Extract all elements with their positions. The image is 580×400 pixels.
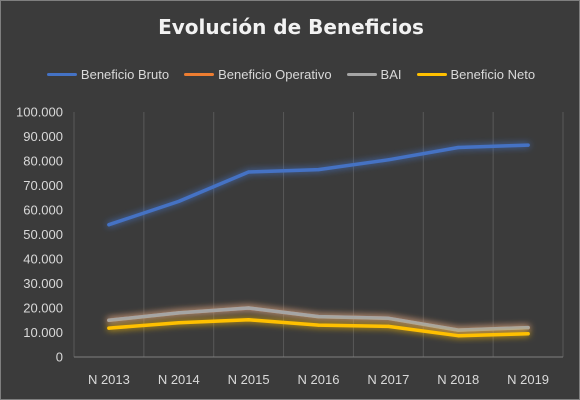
legend-item: Beneficio Operativo bbox=[184, 66, 332, 82]
legend-label: Beneficio Neto bbox=[450, 66, 536, 82]
data-point bbox=[526, 332, 530, 336]
data-point bbox=[177, 311, 181, 315]
legend-item: Beneficio Neto bbox=[416, 66, 536, 82]
data-point bbox=[316, 314, 321, 319]
x-tick-label: N 2016 bbox=[298, 372, 340, 387]
y-tick-label: 90.000 bbox=[23, 129, 63, 144]
y-tick-label: 20.000 bbox=[23, 301, 63, 316]
data-point bbox=[247, 306, 251, 310]
data-point bbox=[386, 316, 390, 320]
y-tick-label: 0 bbox=[56, 350, 63, 365]
y-tick-label: 30.000 bbox=[23, 276, 63, 291]
data-point bbox=[386, 158, 390, 162]
legend-swatch bbox=[346, 72, 377, 76]
legend-label: BAI bbox=[380, 66, 402, 82]
x-tick-label: N 2017 bbox=[367, 372, 409, 387]
y-tick-label: 10.000 bbox=[23, 325, 63, 340]
series-line bbox=[107, 318, 530, 338]
x-tick-label: N 2019 bbox=[507, 372, 549, 387]
x-tick-label: N 2015 bbox=[228, 372, 270, 387]
y-tick-label: 40.000 bbox=[23, 252, 63, 267]
y-tick-label: 70.000 bbox=[23, 178, 63, 193]
y-tick-label: 100.000 bbox=[16, 105, 63, 120]
y-tick-label: 50.000 bbox=[23, 227, 63, 242]
data-point bbox=[456, 334, 460, 338]
chart-title: Evolución de Beneficios bbox=[158, 15, 424, 39]
x-tick-label: N 2013 bbox=[88, 372, 130, 387]
data-point bbox=[316, 167, 321, 172]
data-point bbox=[107, 223, 111, 227]
y-tick-label: 80.000 bbox=[23, 154, 63, 169]
data-point bbox=[526, 326, 530, 330]
data-point bbox=[107, 318, 111, 322]
data-point bbox=[316, 323, 321, 327]
legend-swatch bbox=[184, 72, 215, 76]
data-point bbox=[177, 321, 181, 325]
legend-swatch bbox=[46, 72, 77, 76]
legend: Beneficio Bruto Beneficio Operativo BAI Ben… bbox=[1, 63, 579, 85]
data-point bbox=[177, 199, 181, 204]
data-point bbox=[526, 143, 530, 147]
legend-label: Beneficio Operativo bbox=[218, 66, 332, 82]
legend-item: BAI bbox=[346, 66, 402, 82]
legend-swatch bbox=[416, 72, 447, 76]
data-point bbox=[247, 318, 251, 322]
legend-item: Beneficio Bruto bbox=[46, 66, 170, 82]
data-point bbox=[107, 326, 111, 330]
x-tick-label: N 2014 bbox=[158, 372, 200, 387]
series-line bbox=[107, 143, 530, 227]
y-tick-label: 60.000 bbox=[23, 203, 63, 218]
legend-label: Beneficio Bruto bbox=[80, 66, 170, 82]
data-point bbox=[456, 145, 460, 150]
data-point bbox=[247, 170, 251, 174]
data-point bbox=[456, 328, 460, 332]
data-point bbox=[386, 324, 390, 328]
x-tick-label: N 2018 bbox=[437, 372, 479, 387]
